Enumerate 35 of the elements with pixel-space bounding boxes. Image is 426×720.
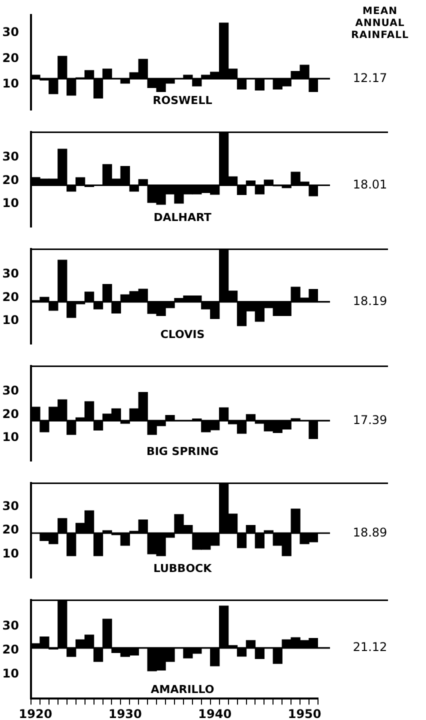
- y-tick-label: 20: [2, 50, 19, 65]
- ref-line-label: 18.01: [352, 177, 388, 192]
- y-tick-label: 20: [2, 406, 19, 421]
- ref-line-label: 21.12: [352, 640, 388, 654]
- y-tick-label: 20: [2, 642, 19, 657]
- y-tick-label: 10: [2, 76, 19, 90]
- y-tick-label: 30: [2, 25, 19, 40]
- y-tick-label: 30: [2, 384, 19, 398]
- y-tick-label: 30: [2, 150, 19, 164]
- text: LUBBOCK: [153, 562, 212, 576]
- text: BIG SPRING: [146, 445, 219, 458]
- y-tick-label: 10: [2, 196, 19, 210]
- y-tick-label: 10: [2, 666, 19, 681]
- x-tick-label: 1930: [108, 706, 142, 720]
- y-tick-label: 20: [2, 290, 19, 304]
- y-tick-label: 20: [2, 172, 19, 187]
- ref-line-label: 17.39: [352, 412, 388, 427]
- x-tick-label: 1940: [198, 706, 232, 720]
- y-tick-label: 10: [2, 312, 19, 327]
- y-tick-label: 30: [2, 266, 19, 281]
- y-tick-label: 10: [2, 546, 19, 560]
- text: DALHART: [154, 211, 212, 224]
- text: MEAN ANNUAL RAINFALL: [350, 6, 410, 42]
- text: ROSWELL: [152, 94, 212, 108]
- y-tick-label: 20: [2, 522, 19, 537]
- ref-line-label: 12.17: [352, 70, 388, 85]
- x-tick-label: 1950: [288, 706, 322, 720]
- ref-line-label: 18.19: [352, 294, 388, 308]
- ref-line-label: 18.89: [352, 525, 388, 540]
- x-tick-label: 1920: [18, 706, 52, 720]
- y-tick-label: 30: [2, 498, 19, 513]
- y-tick-label: 10: [2, 430, 19, 444]
- text: CLOVIS: [160, 328, 205, 342]
- y-tick-label: 30: [2, 618, 19, 633]
- text: AMARILLO: [150, 682, 214, 696]
